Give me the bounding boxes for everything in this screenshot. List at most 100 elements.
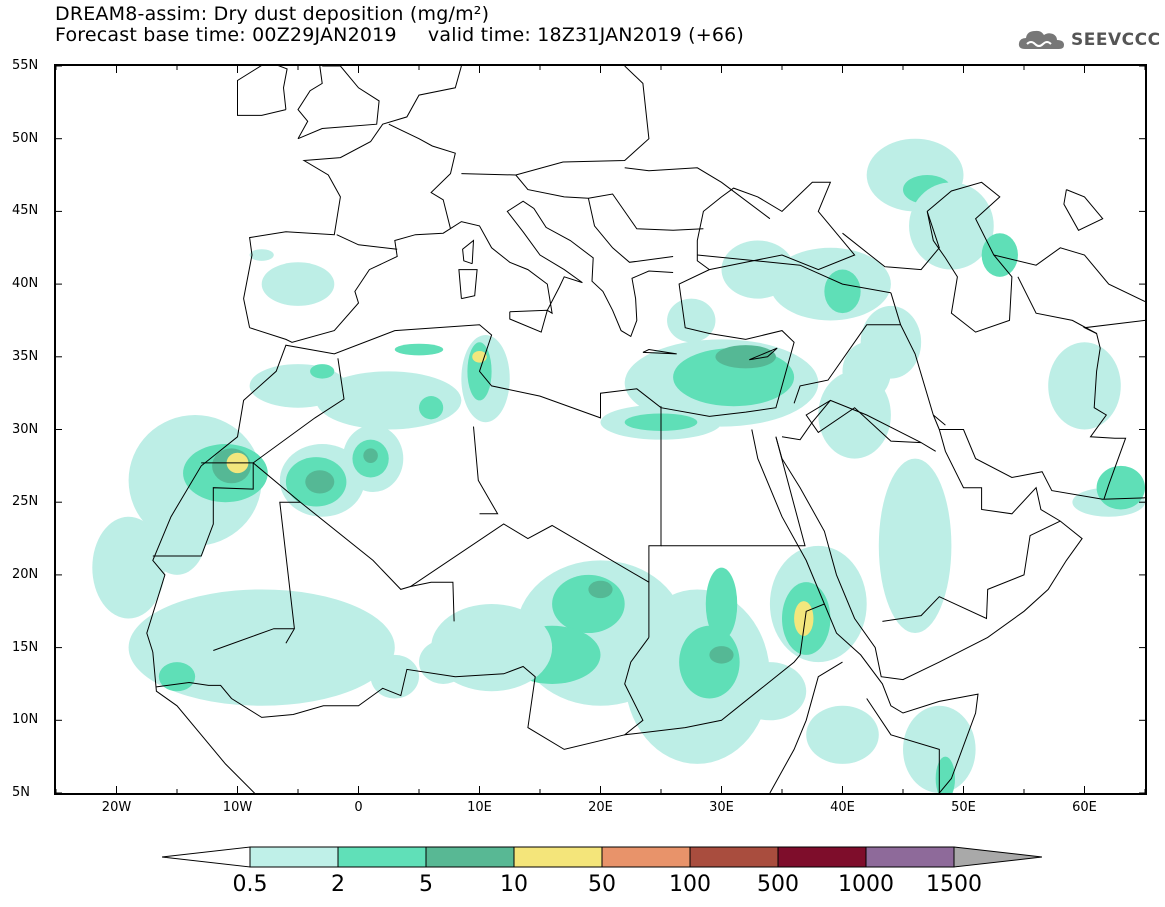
dust-contour <box>261 262 335 306</box>
dust-contour <box>824 269 861 314</box>
boundary-line <box>461 66 650 176</box>
boundary-line <box>939 429 1145 500</box>
lat-tick-label: 15N <box>12 639 39 655</box>
dust-contour <box>878 458 952 634</box>
map-title: DREAM8-assim: Dry dust deposition (mg/m²… <box>55 4 744 46</box>
dust-contour <box>394 343 444 356</box>
dust-contour <box>363 448 378 463</box>
boundary-line <box>866 698 940 793</box>
dust-contour <box>419 640 468 684</box>
dust-contour <box>249 249 274 261</box>
dust-contour <box>818 371 891 459</box>
boundary-line <box>642 348 677 355</box>
colorbar-label: 50 <box>588 872 616 897</box>
colorbar-over-arrow <box>953 846 1042 868</box>
boundary-line <box>661 436 806 547</box>
colorbar-swatch <box>601 846 691 868</box>
map-panel <box>54 64 1147 795</box>
dust-contour <box>1048 342 1121 430</box>
axis-ticks <box>56 66 1145 793</box>
dust-contour <box>909 182 994 270</box>
dust-contour <box>981 233 1018 277</box>
lon-tick-label: 0 <box>354 800 363 815</box>
lon-tick-label: 10E <box>467 800 492 815</box>
dust-shading <box>92 138 1145 793</box>
boundary-line <box>882 520 1061 622</box>
boundary-line <box>775 429 1083 681</box>
boundary-line <box>336 234 398 250</box>
lat-tick-label: 35N <box>12 348 39 364</box>
colorbar-swatch <box>689 846 779 868</box>
boundary-line <box>388 123 456 229</box>
dust-contour <box>183 640 244 684</box>
dust-contour <box>158 662 196 692</box>
boundary-line <box>926 181 1013 333</box>
colorbar-swatch <box>865 846 955 868</box>
dust-contour <box>806 705 879 764</box>
boundary-line <box>213 628 295 651</box>
boundary-line <box>1063 189 1104 231</box>
boundary-line <box>932 414 946 430</box>
colorbar <box>162 846 1042 868</box>
boundary-line <box>1082 319 1145 334</box>
lat-tick-label: 55N <box>12 58 39 73</box>
lat-tick-label: 10N <box>12 712 39 728</box>
boundary-line <box>515 174 704 231</box>
boundary-line <box>156 665 625 750</box>
boundary-line <box>249 200 674 343</box>
boundary-line <box>252 462 650 638</box>
lon-tick-label: 40E <box>830 800 855 815</box>
dust-map <box>56 66 1145 793</box>
boundary-line <box>146 181 856 653</box>
colorbar-label: 1000 <box>838 872 894 897</box>
boundary-line <box>297 66 380 140</box>
boundary-line <box>769 661 843 793</box>
boundary-line <box>473 426 499 515</box>
dust-contour <box>305 470 335 494</box>
dust-contour <box>733 662 807 721</box>
dust-contour <box>709 646 734 664</box>
boundary-line <box>1017 276 1127 500</box>
boundary-line <box>509 309 548 333</box>
dust-contour <box>705 567 738 641</box>
lat-tick-label: 5N <box>12 785 30 800</box>
boundary-line <box>152 651 256 793</box>
boundary-line <box>243 66 462 328</box>
lat-tick-label: 50N <box>12 130 39 146</box>
boundary-line <box>623 603 825 736</box>
colorbar-label: 500 <box>757 872 799 897</box>
colorbar-swatch <box>513 846 603 868</box>
boundary-line <box>462 239 475 265</box>
dust-contour <box>588 580 613 599</box>
colorbar-label: 2 <box>331 872 345 897</box>
lat-tick-label: 40N <box>12 276 39 292</box>
dust-contour <box>92 516 165 619</box>
boundary-line <box>279 501 301 644</box>
cloud-icon <box>1018 30 1064 49</box>
lat-tick-label: 20N <box>12 566 39 582</box>
boundary-line <box>237 66 288 116</box>
coastlines <box>146 66 1145 793</box>
boundary-line <box>410 581 455 622</box>
boundary-line <box>890 292 902 325</box>
boundary-line <box>624 167 771 220</box>
boundary-line <box>842 211 940 271</box>
dust-contour <box>146 487 208 575</box>
title-line-1: DREAM8-assim: Dry dust deposition (mg/m²… <box>55 3 490 25</box>
seevccc-logo: SEEVCCC <box>1017 26 1161 54</box>
boundary-line <box>587 198 674 263</box>
colorbar-label: 0.5 <box>232 872 268 897</box>
colorbar-swatch <box>777 846 867 868</box>
boundary-line <box>458 269 478 300</box>
colorbar-label: 5 <box>419 872 433 897</box>
lon-tick-label: 20E <box>588 800 613 815</box>
boundary-line <box>648 406 662 583</box>
colorbar-swatch <box>425 846 515 868</box>
boundary-line <box>297 66 323 139</box>
boundary-line <box>993 247 1145 302</box>
dust-contour <box>552 574 625 634</box>
boundary-line <box>751 429 979 793</box>
colorbar-label: 100 <box>669 872 711 897</box>
dust-contour <box>419 396 444 420</box>
dust-contour <box>370 654 419 699</box>
